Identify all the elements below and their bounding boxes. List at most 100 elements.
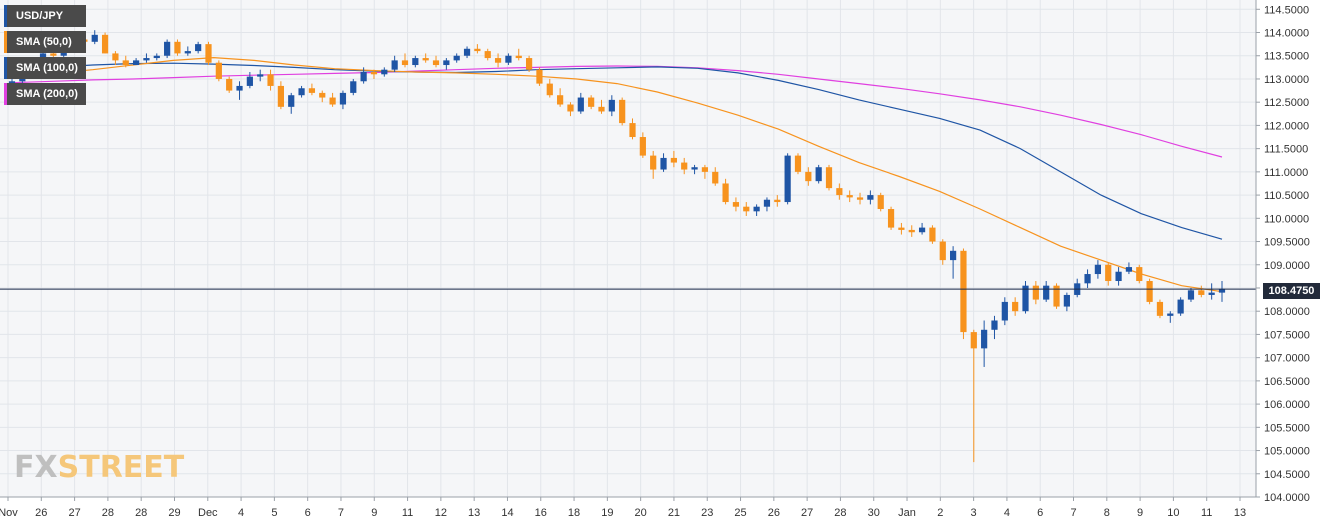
- legend-label: SMA (200,0): [16, 88, 78, 100]
- candle-body: [1105, 264, 1112, 282]
- candle-body: [836, 188, 843, 196]
- candle-body: [650, 155, 657, 170]
- x-tick-label: 9: [371, 507, 377, 519]
- candle-body: [877, 195, 884, 210]
- y-tick-label: 112.0000: [1264, 120, 1309, 132]
- candle-body: [133, 60, 140, 66]
- candle-body: [174, 41, 181, 54]
- x-tick-label: 26: [768, 507, 780, 519]
- x-tick-label: 14: [501, 507, 513, 519]
- x-tick-label: 2: [937, 507, 943, 519]
- x-tick-label: 12: [435, 507, 447, 519]
- x-tick-label: 9: [1137, 507, 1143, 519]
- candle-body: [195, 44, 202, 52]
- candle-body: [236, 85, 243, 91]
- legend-item-sma200[interactable]: SMA (200,0): [4, 83, 86, 105]
- x-tick-label: 26: [35, 507, 47, 519]
- x-tick-label: 21: [668, 507, 680, 519]
- candle-body: [164, 41, 171, 56]
- candle-body: [732, 202, 740, 207]
- candle-body: [825, 167, 833, 189]
- x-tick-label: 3: [971, 507, 977, 519]
- logo-street: STREET: [57, 450, 185, 485]
- candle-body: [1208, 292, 1215, 295]
- y-tick-label: 111.5000: [1264, 144, 1308, 156]
- candle-body: [763, 199, 771, 207]
- candle-body: [567, 104, 574, 112]
- candle-body: [50, 53, 57, 56]
- candle-body: [588, 97, 595, 107]
- candle-body: [267, 74, 274, 86]
- candle-body: [950, 250, 957, 261]
- candle-body: [918, 227, 926, 233]
- x-tick-label: 4: [1004, 507, 1010, 519]
- candle-body: [153, 55, 160, 59]
- candle-body: [205, 44, 212, 63]
- y-axis: 114.5000 114.0000 113.5000 113.0000 112.5000…: [1256, 4, 1310, 504]
- y-tick-label: 109.5000: [1264, 237, 1310, 249]
- candle-body: [1177, 299, 1184, 314]
- x-tick-label: 20: [635, 507, 647, 519]
- candle-body: [784, 155, 791, 203]
- candle-body: [122, 60, 129, 66]
- legend-item-sma100[interactable]: SMA (100,0): [4, 57, 86, 79]
- candle-body: [991, 320, 998, 330]
- candle-body: [453, 55, 460, 61]
- x-tick-label: 23: [701, 507, 713, 519]
- y-tick-label: 106.0000: [1264, 399, 1310, 411]
- candle-body: [308, 88, 316, 93]
- candle-body: [1115, 271, 1122, 282]
- candle-body: [339, 92, 347, 105]
- legend-item-sma50[interactable]: SMA (50,0): [4, 31, 86, 53]
- x-tick-label: 28: [834, 507, 846, 519]
- candle-body: [929, 227, 936, 242]
- x-tick-label: 4: [238, 507, 244, 519]
- candle-body: [1156, 301, 1164, 316]
- candle-body: [360, 71, 367, 82]
- y-tick-label: 113.5000: [1264, 51, 1309, 63]
- x-tick-label: 29: [168, 507, 180, 519]
- candle-body: [1053, 285, 1060, 307]
- candle-body: [722, 183, 729, 203]
- current-price-label: 108.4750: [1263, 283, 1320, 299]
- candle-body: [298, 88, 305, 96]
- y-tick-label: 113.0000: [1264, 74, 1309, 86]
- candle-body: [691, 167, 698, 170]
- x-tick-label: 16: [535, 507, 547, 519]
- y-tick-label: 106.5000: [1264, 376, 1310, 388]
- y-tick-label: 105.0000: [1264, 446, 1310, 458]
- candle-body: [101, 34, 109, 54]
- candle-body: [1146, 281, 1153, 302]
- x-tick-label: 7: [338, 507, 344, 519]
- candle-body: [1012, 301, 1019, 312]
- candle-body: [432, 60, 440, 66]
- x-tick-label: 6: [1037, 507, 1043, 519]
- x-tick-label: Dec: [198, 507, 218, 519]
- candle-body: [1063, 294, 1070, 307]
- candle-body: [1125, 267, 1133, 272]
- x-tick-label: 11: [402, 507, 413, 519]
- candle-body: [505, 55, 512, 63]
- candle-body: [856, 197, 864, 200]
- x-tick-label: 27: [68, 507, 80, 519]
- legend: USD/JPY SMA (50,0) SMA (100,0) SMA (200,…: [4, 5, 86, 105]
- candle-body: [887, 209, 895, 228]
- x-tick-label: 5: [271, 507, 277, 519]
- candle-body: [774, 199, 781, 203]
- plot-background: [0, 0, 1256, 497]
- candle-body: [381, 69, 388, 75]
- candle-body: [412, 58, 419, 66]
- x-tick-label: Nov: [0, 507, 18, 519]
- x-tick-label: 18: [568, 507, 580, 519]
- candle-body: [939, 241, 946, 261]
- candle-body: [712, 171, 719, 184]
- candle-body: [484, 51, 491, 59]
- x-tick-label: 28: [102, 507, 114, 519]
- candle-body: [39, 53, 47, 61]
- candle-body: [329, 97, 336, 105]
- candle-body: [908, 229, 915, 233]
- legend-item-usdjpy[interactable]: USD/JPY: [4, 5, 86, 27]
- candle-body: [277, 85, 284, 107]
- candle-body: [422, 58, 429, 61]
- candle-body: [226, 78, 233, 91]
